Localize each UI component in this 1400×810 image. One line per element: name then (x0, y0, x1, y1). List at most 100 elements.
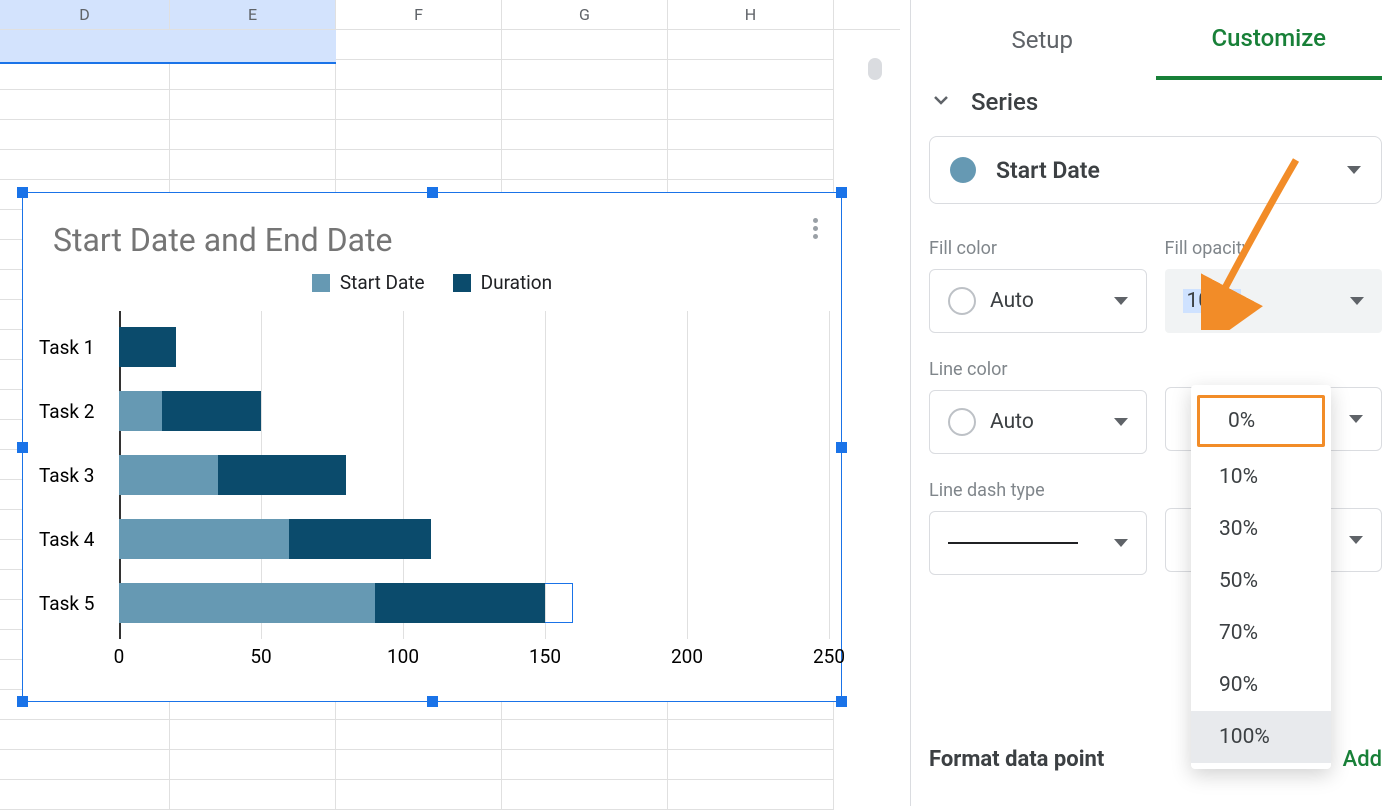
fill-color-value: Auto (990, 289, 1034, 313)
resize-handle-top-middle[interactable] (427, 187, 438, 198)
cell[interactable] (502, 30, 668, 60)
cell[interactable] (502, 720, 668, 750)
column-header-H[interactable]: H (668, 0, 834, 29)
cell[interactable] (502, 90, 668, 120)
bar-start-date[interactable] (119, 391, 162, 431)
fill-opacity-menu: 0%10%30%50%70%90%100% (1191, 385, 1331, 769)
fill-color-dropdown[interactable]: Auto (929, 269, 1147, 333)
cell[interactable] (668, 150, 834, 180)
fill-opacity-dropdown[interactable]: 100% (1165, 269, 1383, 333)
bar-duration[interactable] (162, 391, 261, 431)
x-tick-label: 50 (250, 645, 271, 668)
cell[interactable] (170, 150, 336, 180)
cell[interactable] (668, 60, 834, 90)
resize-handle-bottom-left[interactable] (17, 696, 28, 707)
cell[interactable] (336, 60, 502, 90)
caret-down-icon (1114, 297, 1128, 305)
column-headers: DEFGH (0, 0, 900, 30)
cell[interactable] (0, 60, 170, 90)
opacity-option-10[interactable]: 10% (1191, 451, 1331, 503)
task-label: Task 1 (39, 315, 111, 379)
tab-customize[interactable]: Customize (1156, 0, 1383, 80)
task-row: Task 3 (119, 443, 829, 507)
bar-start-date[interactable] (119, 583, 375, 623)
vertical-scrollbar-thumb[interactable] (868, 58, 882, 80)
cell[interactable] (336, 90, 502, 120)
opacity-option-100[interactable]: 100% (1191, 711, 1331, 763)
opacity-option-90[interactable]: 90% (1191, 659, 1331, 711)
legend-label: Duration (481, 271, 553, 294)
line-color-dropdown[interactable]: Auto (929, 390, 1147, 454)
cell[interactable] (502, 750, 668, 780)
legend-item: Start Date (312, 271, 425, 294)
resize-handle-top-left[interactable] (17, 187, 28, 198)
cell[interactable] (336, 120, 502, 150)
chart-overflow-menu-icon[interactable] (805, 213, 825, 243)
cell[interactable] (170, 120, 336, 150)
gridline (829, 311, 830, 639)
cell[interactable] (0, 120, 170, 150)
resize-handle-bottom-middle[interactable] (427, 696, 438, 707)
cell[interactable] (0, 150, 170, 180)
cell[interactable] (0, 720, 170, 750)
opacity-option-0[interactable]: 0% (1197, 395, 1325, 447)
task-row: Task 1 (119, 315, 829, 379)
panel-tabs: Setup Customize (929, 0, 1382, 80)
column-header-F[interactable]: F (336, 0, 502, 29)
opacity-option-30[interactable]: 30% (1191, 503, 1331, 555)
series-name: Start Date (996, 157, 1100, 184)
bar-duration[interactable] (289, 519, 431, 559)
section-series-header[interactable]: Series (929, 88, 1382, 116)
cell[interactable] (336, 720, 502, 750)
resize-handle-middle-right[interactable] (836, 442, 847, 453)
caret-down-icon (1350, 297, 1364, 305)
bar-duration[interactable] (375, 583, 545, 623)
caret-down-icon (1114, 539, 1128, 547)
column-header-E[interactable]: E (170, 0, 336, 29)
cell[interactable] (170, 720, 336, 750)
column-header-D[interactable]: D (0, 0, 170, 29)
cell[interactable] (502, 120, 668, 150)
cell[interactable] (170, 60, 336, 90)
resize-handle-top-right[interactable] (836, 187, 847, 198)
column-header-G[interactable]: G (502, 0, 668, 29)
bar-duration[interactable] (218, 455, 346, 495)
cell[interactable] (336, 750, 502, 780)
line-dash-sample (948, 542, 1078, 544)
tab-setup[interactable]: Setup (929, 0, 1156, 80)
task-label: Task 4 (39, 507, 111, 571)
cell[interactable] (170, 750, 336, 780)
cell[interactable] (170, 90, 336, 120)
cell[interactable] (668, 30, 834, 60)
resize-handle-bottom-right[interactable] (836, 696, 847, 707)
chart-legend: Start Date Duration (23, 271, 841, 297)
selected-range (0, 30, 336, 64)
bar-start-date[interactable] (119, 455, 218, 495)
cell[interactable] (336, 30, 502, 60)
bar-duration[interactable] (119, 327, 176, 367)
opacity-option-50[interactable]: 50% (1191, 555, 1331, 607)
format-data-point-label: Format data point (929, 747, 1104, 772)
task-label: Task 5 (39, 571, 111, 635)
fill-color-label: Fill color (929, 238, 1147, 259)
cell[interactable] (502, 150, 668, 180)
opacity-option-70[interactable]: 70% (1191, 607, 1331, 659)
cell[interactable] (668, 90, 834, 120)
chevron-down-icon (929, 88, 953, 116)
chart-title: Start Date and End Date (53, 221, 392, 259)
cell[interactable] (0, 750, 170, 780)
cell[interactable] (668, 120, 834, 150)
cell[interactable] (336, 150, 502, 180)
chart-object[interactable]: Start Date and End Date Start Date Durati… (22, 192, 842, 702)
x-tick-label: 0 (114, 645, 125, 668)
line-dash-dropdown[interactable] (929, 511, 1147, 575)
line-dash-label: Line dash type (929, 480, 1147, 501)
cell[interactable] (668, 750, 834, 780)
series-selector[interactable]: Start Date (929, 136, 1382, 204)
add-button[interactable]: Add (1343, 747, 1382, 772)
bar-start-date[interactable] (119, 519, 289, 559)
resize-handle-middle-left[interactable] (17, 442, 28, 453)
cell[interactable] (668, 720, 834, 750)
cell[interactable] (502, 60, 668, 90)
cell[interactable] (0, 90, 170, 120)
